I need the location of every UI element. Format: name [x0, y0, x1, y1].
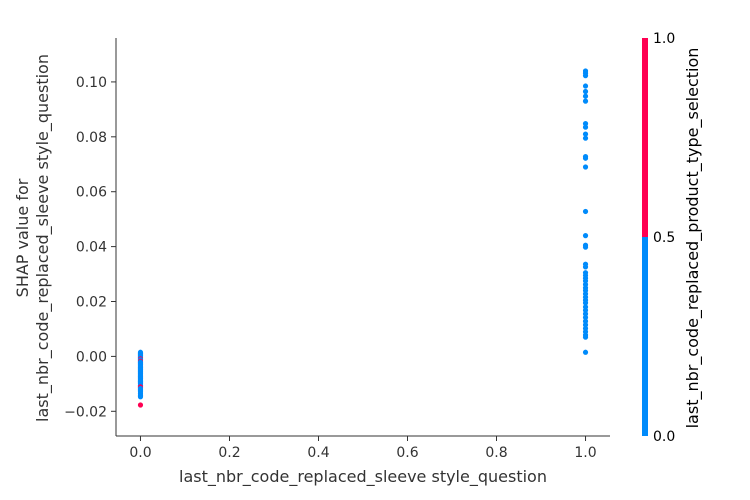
data-point: [582, 124, 589, 130]
data-point: [582, 155, 589, 161]
y-tick-label: 0.10: [76, 75, 107, 91]
colorbar-tick-label: 0.5: [653, 230, 675, 246]
y-tick-label: 0.06: [76, 185, 107, 201]
y-tick-label: −0.02: [64, 404, 107, 420]
data-point: [582, 334, 589, 340]
data-point: [582, 300, 589, 306]
x-tick-label: 0.6: [396, 445, 418, 461]
data-point: [582, 93, 589, 99]
data-point: [582, 98, 589, 104]
data-point: [582, 208, 589, 215]
data-point: [582, 311, 589, 317]
x-tick-label: 0.0: [129, 445, 151, 461]
data-point: [137, 394, 144, 400]
data-point: [582, 131, 589, 137]
data-points: [137, 68, 589, 408]
colorbar: 0.0 0.5 1.0 last_nbr_code_replaced_product…: [642, 31, 703, 445]
data-point: [582, 83, 589, 89]
data-point: [582, 73, 589, 79]
colorbar-tick-label: 0.0: [653, 429, 675, 445]
data-point: [582, 88, 589, 95]
x-axis-title: last_nbr_code_replaced_sleeve style_ques…: [179, 467, 547, 487]
x-tick-label: 0.2: [218, 445, 240, 461]
y-axis-title-line-1: SHAP value for: [13, 178, 32, 297]
data-point: [582, 314, 589, 321]
data-point: [582, 278, 589, 284]
colorbar-low-segment: [642, 237, 648, 436]
y-tick-label: 0.00: [76, 349, 107, 365]
x-ticks: 0.0 0.2 0.4 0.6 0.8 1.0: [129, 436, 597, 461]
colorbar-tick-label: 1.0: [653, 31, 675, 47]
x-tick-label: 0.8: [485, 445, 507, 461]
data-point: [582, 307, 589, 313]
data-point: [582, 349, 589, 355]
y-axis-title-line-2: last_nbr_code_replaced_sleeve style_ques…: [33, 54, 53, 422]
data-point: [582, 244, 589, 250]
plot-area: 0.0 0.2 0.4 0.6 0.8 1.0 −0.02 0.00 0.02 0.04 0.06…: [64, 38, 610, 461]
y-tick-label: 0.08: [76, 130, 107, 146]
x-tick-label: 0.4: [307, 445, 329, 461]
data-point: [582, 164, 589, 170]
data-point: [137, 402, 144, 408]
data-point: [582, 318, 589, 324]
colorbar-title: last_nbr_code_replaced_product_type_sele…: [683, 48, 703, 429]
y-axis-title: SHAP value for last_nbr_code_replaced_sl…: [13, 54, 53, 422]
y-ticks: −0.02 0.00 0.02 0.04 0.06 0.08 0.10: [64, 75, 116, 420]
x-tick-label: 1.0: [574, 445, 596, 461]
data-point: [582, 121, 589, 127]
colorbar-high-segment: [642, 38, 648, 237]
data-point: [582, 322, 589, 328]
y-tick-label: 0.04: [76, 240, 107, 256]
data-point: [582, 135, 589, 141]
colorbar-ticks: 0.0 0.5 1.0: [653, 31, 675, 445]
data-point: [582, 233, 589, 239]
y-tick-label: 0.02: [76, 295, 107, 311]
data-point: [582, 264, 589, 270]
